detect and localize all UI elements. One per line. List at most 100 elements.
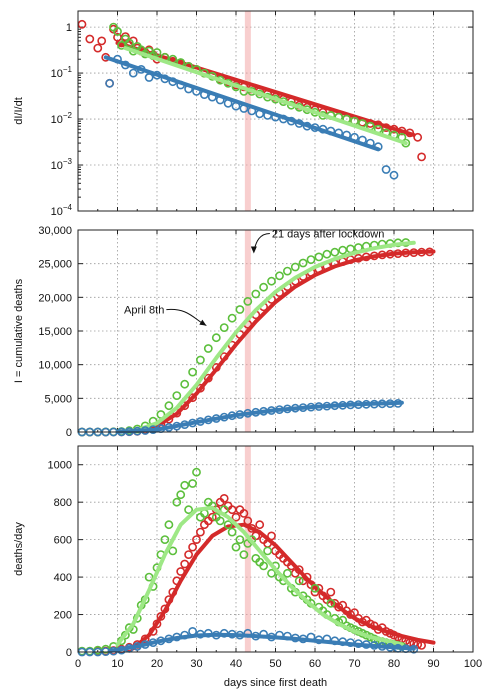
- plot-frame: [77, 445, 474, 653]
- data-point: [188, 393, 197, 403]
- data-point: [184, 550, 193, 559]
- data-point: [117, 41, 126, 50]
- data-point: [326, 587, 336, 597]
- panel-top: 1 10−1 10−2 10−3 10−4 dI/I/dt: [13, 10, 474, 218]
- annotation-arrowhead: [250, 246, 257, 254]
- y-tick-label: 0: [66, 427, 72, 439]
- data-point: [267, 568, 276, 578]
- data-point: [326, 598, 336, 608]
- x-tick-label: 0: [75, 658, 81, 670]
- data-point: [381, 165, 391, 174]
- data-point: [93, 43, 103, 53]
- data-point: [310, 583, 320, 593]
- series-line: [103, 55, 381, 152]
- data-point: [144, 73, 154, 82]
- x-tick-label: 70: [348, 658, 360, 670]
- data-point: [97, 36, 107, 46]
- data-point: [267, 276, 276, 286]
- x-tick-label: 80: [388, 658, 400, 670]
- data-point: [298, 258, 308, 268]
- y-tick-label: 30,000: [38, 225, 72, 237]
- series-line: [131, 522, 436, 651]
- y-tick-label: 200: [54, 610, 72, 622]
- data-point: [223, 520, 233, 530]
- y-tick-label: 5,000: [44, 393, 72, 405]
- data-point: [172, 497, 182, 507]
- data-point: [413, 132, 423, 142]
- data-point: [211, 333, 221, 343]
- data-point: [144, 572, 154, 582]
- x-tick-label: 20: [151, 658, 163, 670]
- data-point: [203, 344, 213, 353]
- x-tick-label: 100: [464, 658, 482, 670]
- x-tick-label: 10: [111, 658, 123, 670]
- y-tick-label: 25,000: [38, 259, 72, 271]
- data-point: [207, 512, 217, 522]
- y-tick-label: 10,000: [38, 360, 72, 372]
- data-point: [152, 48, 162, 57]
- annotation-april-8th: April 8th: [124, 305, 164, 317]
- plot-frame: [77, 229, 474, 433]
- panel-middle: 0 5,000 10,000 15,000 20,000 25,000 30,000 I = …: [13, 225, 474, 439]
- data-point: [124, 38, 134, 48]
- y-tick-label: 800: [54, 497, 72, 509]
- data-point: [275, 271, 284, 281]
- x-tick-label: 90: [427, 658, 439, 670]
- data-point: [259, 282, 268, 292]
- data-point: [243, 296, 253, 306]
- data-point: [105, 78, 114, 88]
- data-point: [176, 490, 186, 500]
- data-point: [282, 568, 292, 578]
- data-point: [239, 550, 249, 559]
- annotation-arrowhead: [199, 319, 207, 326]
- x-tick-label: 60: [309, 658, 321, 670]
- data-point: [180, 480, 190, 490]
- data-point: [128, 68, 138, 78]
- data-point: [219, 323, 229, 332]
- data-point: [219, 493, 229, 503]
- data-point: [338, 245, 348, 255]
- y-tick-label: 10−2: [51, 111, 73, 126]
- data-point: [184, 505, 193, 515]
- series-line: [115, 505, 404, 647]
- annotation-lockdown: 21 days after lockdown: [272, 228, 385, 240]
- series-line: [115, 400, 404, 434]
- y-tick-label: 10−3: [51, 157, 73, 172]
- data-point: [180, 559, 190, 569]
- series-line: [115, 240, 416, 434]
- data-point: [113, 27, 122, 36]
- y-axis-title: deaths/day: [13, 522, 25, 576]
- data-point: [160, 535, 170, 544]
- data-point: [192, 535, 201, 544]
- series-line: [107, 632, 416, 654]
- data-point: [164, 401, 174, 411]
- annotation-arrow: [253, 232, 270, 252]
- data-point: [188, 367, 197, 377]
- data-point: [282, 266, 292, 276]
- data-point: [188, 542, 197, 552]
- y-tick-label: 10−4: [51, 203, 73, 218]
- data-point: [290, 262, 300, 272]
- plot-frame: [77, 10, 474, 212]
- data-point: [85, 34, 95, 44]
- y-tick-label: 15,000: [38, 326, 72, 338]
- data-point: [231, 542, 241, 552]
- x-tick-label: 40: [230, 658, 242, 670]
- y-axis-title: I = cumulative deaths: [13, 278, 25, 383]
- x-tick-label: 50: [269, 658, 281, 670]
- data-point: [188, 479, 197, 488]
- data-point: [195, 527, 205, 537]
- data-point: [322, 249, 332, 259]
- data-point: [330, 247, 340, 257]
- data-point: [227, 313, 237, 323]
- data-point: [168, 546, 178, 556]
- data-point: [215, 516, 225, 526]
- data-point: [235, 535, 245, 544]
- data-point: [251, 289, 261, 299]
- x-axis-title: days since first death: [224, 677, 327, 689]
- data-point: [389, 170, 399, 180]
- data-point: [231, 512, 241, 522]
- data-point: [235, 305, 245, 314]
- series-line: [123, 46, 408, 146]
